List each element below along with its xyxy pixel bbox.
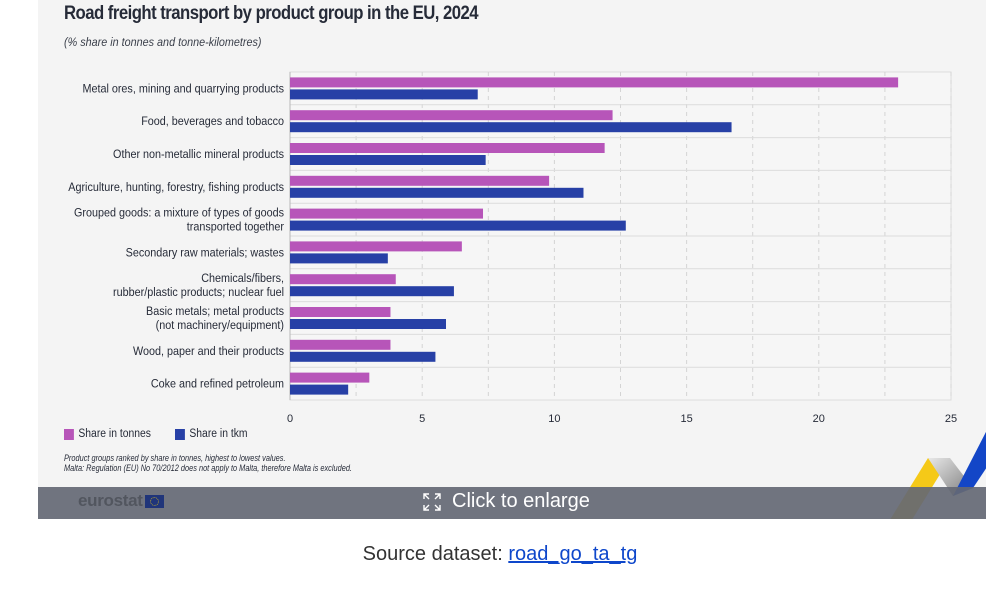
- source-label: Source dataset:: [362, 543, 503, 565]
- category-label: Food, beverages and tobacco: [141, 116, 284, 129]
- bar-tonnes: [290, 77, 899, 88]
- click-to-enlarge-button[interactable]: Click to enlarge: [422, 490, 590, 513]
- category-label: (not machinery/equipment): [156, 320, 285, 333]
- bar-tkm: [290, 220, 626, 231]
- bar-tkm: [290, 351, 436, 362]
- enlarge-overlay-bar[interactable]: eurostat Click to enlarge: [38, 487, 986, 519]
- legend-item-tkm: Share in tkm: [174, 428, 248, 440]
- bar-tkm: [290, 155, 486, 165]
- enlarge-label: Click to enlarge: [452, 490, 590, 512]
- source-dataset-link[interactable]: road_go_ta_tg: [508, 543, 638, 565]
- source-dataset-line: Source dataset: road_go_ta_tg: [0, 543, 1000, 566]
- note-malta: Malta: Regulation (EU) No 70/2012 does n…: [64, 463, 352, 473]
- x-tick-label: 25: [945, 413, 957, 425]
- eurostat-logo: eurostat: [78, 491, 164, 511]
- legend-swatch-tonnes: [64, 428, 74, 440]
- category-label: Wood, paper and their products: [133, 345, 284, 358]
- legend-label-tkm: Share in tkm: [188, 428, 248, 440]
- category-label: Secondary raw materials; wastes: [126, 247, 285, 260]
- x-tick-label: 20: [813, 413, 825, 425]
- bar-tkm: [290, 253, 388, 264]
- bar-tkm: [290, 89, 478, 100]
- note-ranking: Product groups ranked by share in tonnes…: [64, 453, 286, 463]
- legend-item-tonnes: Share in tonnes: [64, 428, 151, 440]
- x-tick-label: 10: [548, 413, 560, 425]
- category-label: Chemicals/fibers,: [201, 273, 284, 286]
- bar-tonnes: [290, 241, 462, 252]
- category-label: transported together: [187, 221, 284, 234]
- category-label: Metal ores, mining and quarrying product…: [82, 83, 284, 96]
- bar-tonnes: [290, 110, 613, 121]
- category-label: Coke and refined petroleum: [151, 378, 284, 391]
- category-label: Grouped goods: a mixture of types of goo…: [74, 207, 284, 220]
- chart-figure[interactable]: Road freight transport by product group …: [38, 0, 986, 519]
- legend-label-tonnes: Share in tonnes: [78, 428, 151, 440]
- category-label: Agriculture, hunting, forestry, fishing …: [68, 181, 284, 194]
- x-tick-label: 15: [680, 413, 692, 425]
- bar-tonnes: [290, 274, 396, 285]
- chart-notes: Product groups ranked by share in tonnes…: [64, 453, 352, 473]
- eurostat-wordmark: eurostat: [78, 491, 143, 510]
- bar-tonnes: [290, 143, 605, 153]
- legend: Share in tonnes Share in tkm: [64, 428, 255, 440]
- bar-tonnes: [290, 307, 391, 317]
- bar-tkm: [290, 187, 584, 198]
- bar-tkm: [290, 122, 732, 133]
- bar-tonnes: [290, 339, 391, 350]
- legend-swatch-tkm: [174, 428, 185, 440]
- bar-tkm: [290, 384, 349, 395]
- bar-tonnes: [290, 372, 370, 383]
- category-label: rubber/plastic products; nuclear fuel: [113, 287, 284, 300]
- bar-tkm: [290, 286, 454, 297]
- x-tick-label: 0: [287, 413, 293, 425]
- x-tick-label: 5: [419, 413, 425, 425]
- eu-flag-icon: [144, 494, 164, 508]
- bar-tonnes: [290, 208, 484, 219]
- bar-chart-plot: Metal ores, mining and quarrying product…: [68, 71, 957, 425]
- category-label: Other non-metallic mineral products: [113, 149, 284, 162]
- expand-icon: [423, 492, 441, 511]
- bar-tonnes: [290, 175, 550, 186]
- bar-tkm: [290, 319, 446, 329]
- chart-title: Road freight transport by product group …: [64, 3, 479, 24]
- category-label: Basic metals; metal products: [146, 306, 284, 319]
- chart-subtitle: (% share in tonnes and tonne-kilometres): [64, 35, 262, 49]
